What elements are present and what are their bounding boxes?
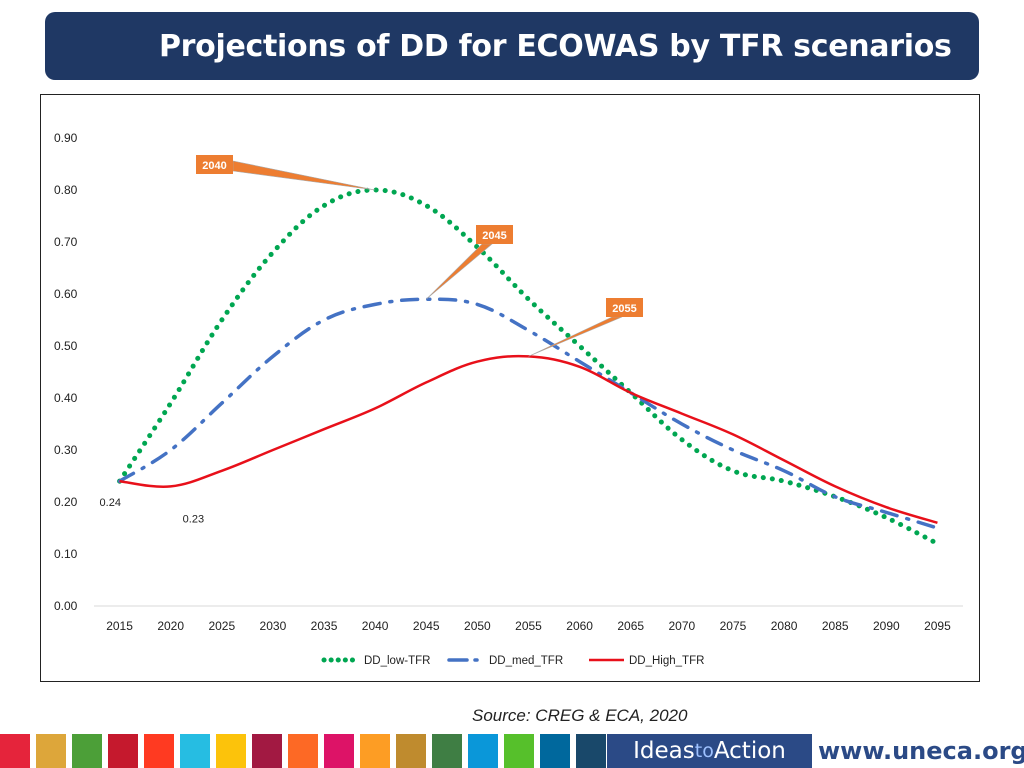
x-tick-label: 2030 <box>260 619 287 633</box>
callout-label: 2055 <box>612 303 636 315</box>
y-tick-label: 0.30 <box>54 443 78 457</box>
callout-box <box>606 298 643 317</box>
x-tick-label: 2085 <box>822 619 849 633</box>
y-tick-label: 0.50 <box>54 339 78 353</box>
x-tick-label: 2055 <box>515 619 542 633</box>
source-note: Source: CREG & ECA, 2020 <box>472 706 688 725</box>
y-tick-label: 0.10 <box>54 547 78 561</box>
sdg-tile <box>180 734 210 768</box>
x-tick-label: 2015 <box>106 619 133 633</box>
y-tick-label: 0.00 <box>54 599 78 613</box>
to-word: to <box>694 740 714 762</box>
callout-pointer <box>426 243 493 300</box>
y-tick-label: 0.80 <box>54 183 78 197</box>
legend-label: DD_High_TFR <box>629 655 704 667</box>
callout-pointer <box>232 160 376 191</box>
x-tick-label: 2080 <box>771 619 798 633</box>
x-tick-label: 2025 <box>208 619 235 633</box>
sdg-tile <box>360 734 390 768</box>
sdg-tile <box>252 734 282 768</box>
series-line-dd-high-tfr <box>119 354 938 524</box>
series-line-dd-med-tfr <box>117 297 940 530</box>
callout-label: 2045 <box>482 230 506 242</box>
chart-frame: 0.00 0.10 0.20 0.30 0.40 0.50 0.60 0.70 0.80 0.90… <box>40 94 980 682</box>
title-banner: Projections of DD for ECOWAS by TFR scen… <box>45 12 979 80</box>
data-label: 0.24 <box>100 497 121 509</box>
sdg-tile <box>72 734 102 768</box>
data-label: 0.23 <box>183 513 204 525</box>
sdg-tile <box>396 734 426 768</box>
ideas-word: Ideas <box>633 738 695 764</box>
ideas-to-action-logo: Ideas to Action <box>607 734 812 768</box>
x-tick-label: 2045 <box>413 619 440 633</box>
legend-label: DD_med_TFR <box>489 655 563 667</box>
legend-label: DD_low-TFR <box>364 655 430 667</box>
x-tick-label: 2035 <box>311 619 338 633</box>
sdg-tile <box>324 734 354 768</box>
x-tick-label: 2065 <box>617 619 644 633</box>
dd-projection-chart: 0.00 0.10 0.20 0.30 0.40 0.50 0.60 0.70 0.80 0.90… <box>54 131 963 667</box>
action-word: Action <box>713 738 786 764</box>
sdg-tile <box>0 734 30 768</box>
website-link[interactable]: www.uneca.org <box>818 737 1024 765</box>
sdg-tile <box>288 734 318 768</box>
sdg-tile <box>216 734 246 768</box>
sdg-color-strip <box>0 734 1024 768</box>
callout-box <box>476 225 513 244</box>
sdg-tile <box>36 734 66 768</box>
y-tick-label: 0.90 <box>54 131 78 145</box>
sdg-tile <box>504 734 534 768</box>
series-line-dd-low-tfr <box>117 187 940 547</box>
y-tick-label: 0.20 <box>54 495 78 509</box>
page-title: Projections of DD for ECOWAS by TFR scen… <box>159 28 952 64</box>
sdg-tile <box>432 734 462 768</box>
x-tick-label: 2090 <box>873 619 900 633</box>
y-tick-label: 0.40 <box>54 391 78 405</box>
x-tick-label: 2060 <box>566 619 593 633</box>
x-tick-label: 2040 <box>362 619 389 633</box>
y-tick-label: 0.70 <box>54 235 78 249</box>
callout-pointer <box>528 316 623 357</box>
sdg-tile <box>108 734 138 768</box>
x-tick-label: 2050 <box>464 619 491 633</box>
x-tick-label: 2020 <box>157 619 184 633</box>
sdg-tile <box>540 734 570 768</box>
x-tick-label: 2070 <box>669 619 696 633</box>
x-tick-label: 2095 <box>924 619 951 633</box>
sdg-tile <box>144 734 174 768</box>
sdg-tile <box>576 734 606 768</box>
y-tick-label: 0.60 <box>54 287 78 301</box>
sdg-tile <box>468 734 498 768</box>
callout-box <box>196 155 233 174</box>
x-tick-label: 2075 <box>720 619 747 633</box>
callout-label: 2040 <box>202 160 226 172</box>
